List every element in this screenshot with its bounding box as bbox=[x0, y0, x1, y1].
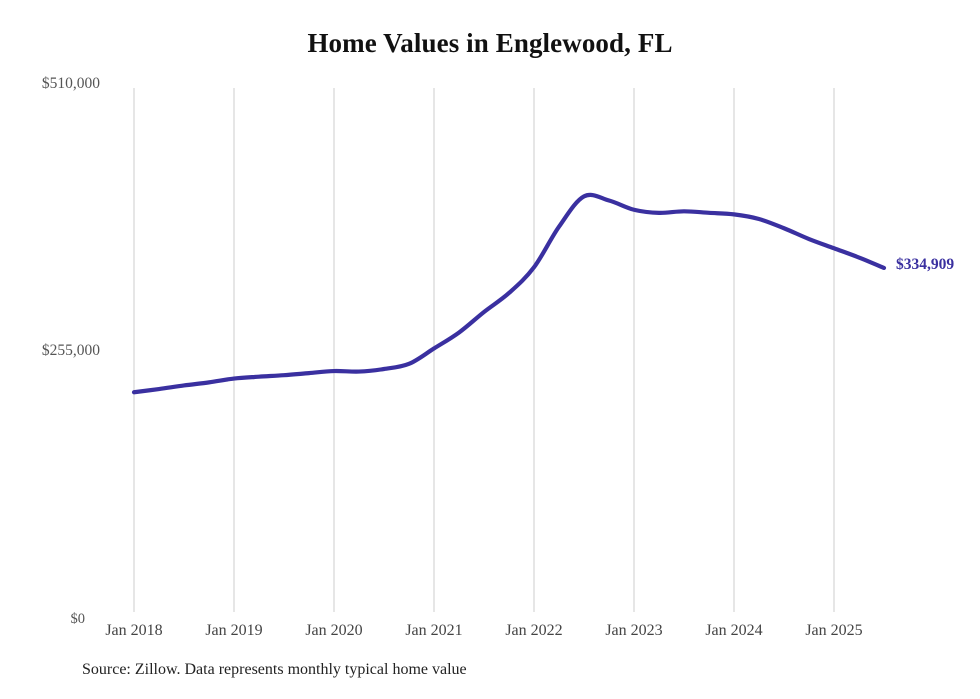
x-axis-tick-label: Jan 2022 bbox=[505, 622, 563, 639]
x-axis-tick-label: Jan 2023 bbox=[605, 622, 663, 639]
series-endpoint-value-label: $334,909 bbox=[896, 255, 955, 273]
y-axis-tick-label-top: $510,000 bbox=[41, 75, 100, 92]
x-axis-tick-label: Jan 2021 bbox=[405, 622, 463, 639]
line-series-typical-home-value bbox=[131, 192, 887, 395]
y-axis-tick-label-middle: $255,000 bbox=[41, 342, 100, 359]
x-axis-tick-label: Jan 2018 bbox=[105, 622, 163, 639]
chart-title: Home Values in Englewood, FL bbox=[307, 28, 673, 58]
x-axis-tick-label: Jan 2019 bbox=[205, 622, 263, 639]
x-axis-tick-label: Jan 2025 bbox=[805, 622, 863, 639]
y-axis-tick-label-bottom: $0 bbox=[70, 611, 86, 627]
x-axis-tick-label: Jan 2020 bbox=[305, 622, 363, 639]
source-note: Source: Zillow. Data represents monthly … bbox=[82, 661, 467, 678]
x-axis-tick-label: Jan 2024 bbox=[705, 622, 763, 639]
x-gridlines bbox=[133, 88, 835, 612]
